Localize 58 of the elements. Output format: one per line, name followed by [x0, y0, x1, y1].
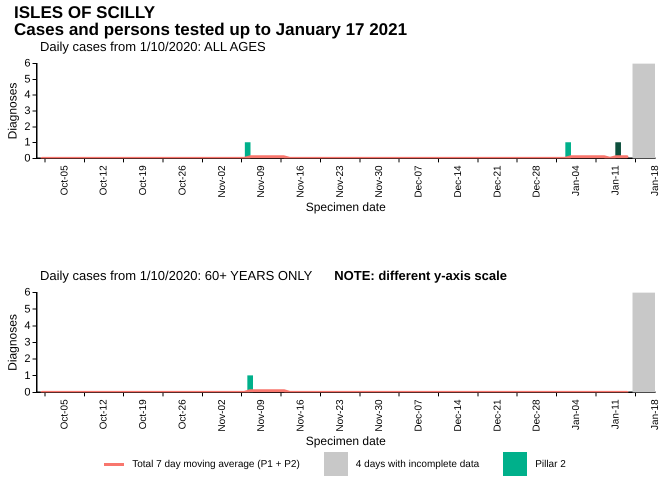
x-tick-label: Dec-28 [532, 398, 543, 432]
legend-label: Pillar 2 [535, 458, 566, 470]
text: Daily cases from 1/10/2020: ALL AGES [40, 39, 266, 54]
x-axis-title: Specimen date [306, 200, 386, 214]
x-tick-label: Jan-11 [610, 164, 622, 196]
x-tick-label: Dec-14 [452, 164, 464, 198]
y-tick-label: 3 [24, 105, 31, 118]
y-tick-label: 4 [24, 320, 31, 332]
y-axis-title: Diagnoses [6, 314, 20, 371]
y-tick-label: 6 [24, 58, 31, 70]
x-tick-label: Nov-23 [334, 164, 346, 198]
x-tick-label: Nov-23 [334, 398, 346, 432]
y-tick-label: 2 [24, 120, 31, 133]
x-tick-label: Dec-21 [492, 164, 504, 198]
chart-subtitle: Cases and persons tested up to January 17 2021 [14, 20, 408, 39]
x-tick-label: Nov-30 [374, 164, 386, 198]
x-tick-label: Oct-19 [138, 164, 150, 196]
x-tick-label: Jan-18 [650, 164, 661, 196]
x-tick-label: Oct-12 [98, 398, 110, 430]
text: NOTE: different y-axis scale [334, 268, 507, 283]
x-tick-label: Dec-07 [414, 398, 425, 432]
y-tick-label: 1 [24, 370, 31, 382]
chart-title: ISLES OF SCILLY [14, 3, 156, 22]
x-tick-label: Jan-04 [571, 398, 582, 430]
x-tick-label: Nov-02 [216, 398, 228, 432]
y-tick-label: 6 [24, 286, 31, 299]
y-tick-label: 0 [24, 152, 31, 164]
x-tick-label: Jan-18 [650, 398, 661, 430]
y-tick-label: 3 [24, 336, 31, 349]
x-axis-title: Specimen date [306, 434, 386, 448]
y-tick-label: 5 [24, 73, 31, 86]
x-tick-label: Nov-09 [256, 398, 268, 432]
x-tick-label: Nov-30 [374, 398, 386, 432]
y-tick-label: 5 [24, 303, 31, 316]
chart-title: Daily cases from 1/10/2020: 60+ YEARS ONLY [40, 268, 312, 283]
legend-label: 4 days with incomplete data [356, 458, 480, 470]
x-tick-label: Dec-14 [452, 398, 464, 432]
x-tick-label: Oct-26 [177, 398, 188, 430]
x-tick-label: Nov-09 [256, 164, 268, 198]
x-tick-label: Oct-26 [177, 164, 188, 196]
x-tick-label: Oct-05 [59, 398, 70, 430]
x-tick-label: Oct-12 [98, 164, 110, 196]
y-tick-label: 0 [24, 386, 31, 398]
y-axis-title: Diagnoses [6, 82, 20, 140]
x-tick-label: Nov-02 [216, 164, 228, 198]
x-tick-label: Dec-21 [492, 398, 504, 432]
x-tick-label: Nov-16 [296, 398, 307, 432]
y-tick-label: 1 [24, 136, 31, 149]
x-tick-label: Dec-28 [532, 164, 543, 198]
x-tick-label: Dec-07 [414, 164, 425, 198]
y-tick-label: 2 [24, 353, 31, 366]
y-tick-label: 4 [24, 89, 31, 102]
x-tick-label: Nov-16 [296, 164, 307, 198]
x-tick-label: Oct-05 [59, 164, 70, 196]
x-tick-label: Oct-19 [138, 398, 150, 430]
legend-label: Total 7 day moving average (P1 + P2) [132, 458, 300, 470]
x-tick-label: Jan-04 [571, 164, 582, 196]
x-tick-label: Jan-11 [610, 398, 622, 430]
